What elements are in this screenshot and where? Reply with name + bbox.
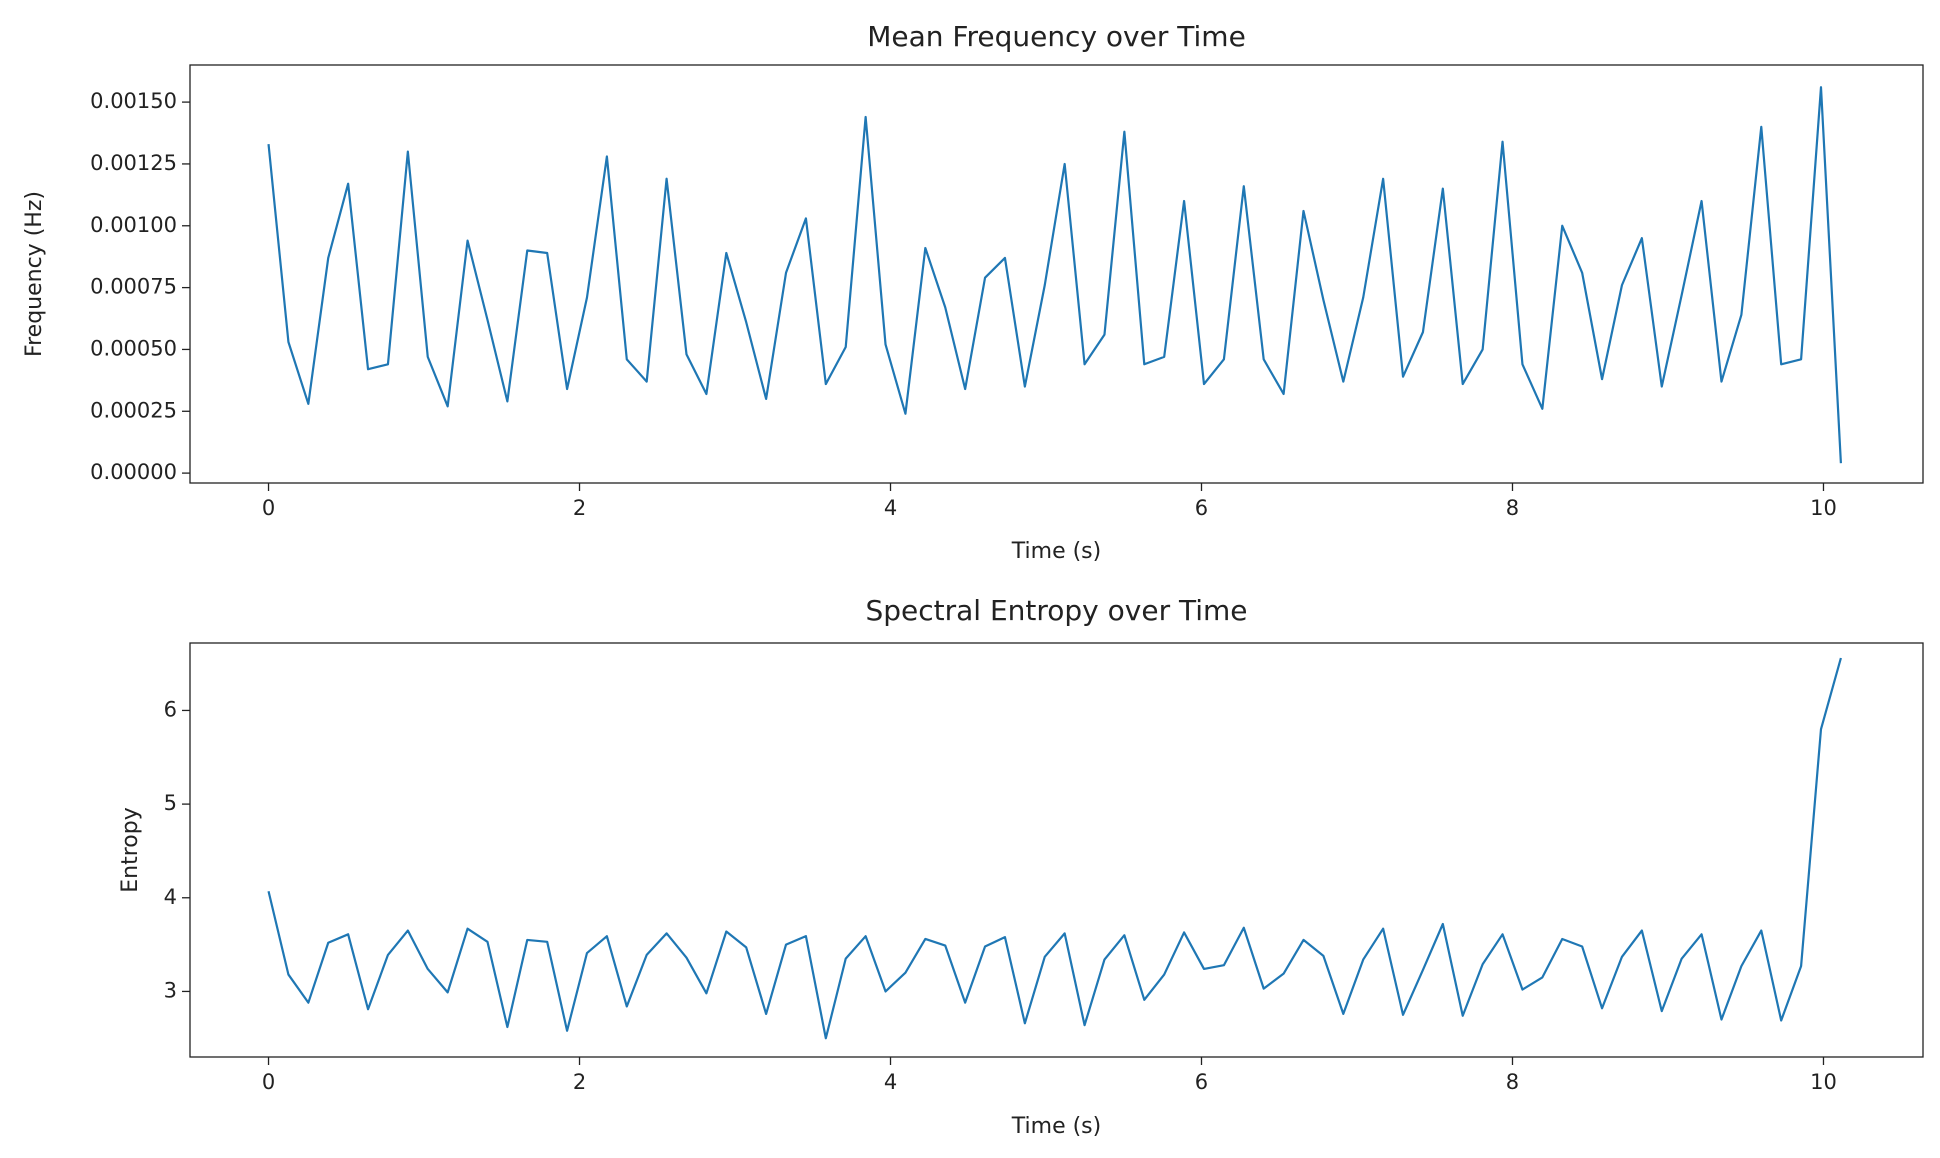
x-tick-label: 10 (1810, 496, 1837, 520)
y-axis-label: Entropy (118, 807, 143, 892)
x-axis-label: Time (s) (1011, 539, 1101, 564)
x-tick-label: 4 (884, 1070, 897, 1094)
data-line (267, 657, 1842, 1040)
y-tick-label: 0.00000 (90, 460, 177, 484)
plot-frame (189, 642, 1924, 1058)
y-tick-label: 0.00075 (90, 275, 177, 299)
y-tick-label: 0.00050 (90, 336, 177, 360)
y-axis-label: Frequency (Hz) (22, 191, 47, 357)
y-tick-label: 0.00100 (90, 213, 177, 237)
y-tick-label: 0.00125 (90, 151, 177, 175)
chart-title: Spectral Entropy over Time (865, 594, 1247, 627)
x-tick-label: 8 (1506, 496, 1519, 520)
x-tick-label: 6 (1195, 496, 1208, 520)
y-tick-label: 4 (164, 885, 177, 909)
x-tick-label: 2 (573, 1070, 586, 1094)
y-tick-label: 5 (164, 791, 177, 815)
data-line (267, 86, 1842, 464)
chart-title: Mean Frequency over Time (867, 20, 1246, 53)
x-tick-label: 6 (1195, 1070, 1208, 1094)
x-tick-label: 0 (262, 1070, 275, 1094)
y-tick-label: 6 (164, 697, 177, 721)
x-tick-label: 8 (1506, 1070, 1519, 1094)
x-tick-label: 10 (1810, 1070, 1837, 1094)
x-axis-label: Time (s) (1011, 1114, 1101, 1139)
plot-frame (189, 64, 1924, 484)
x-tick-label: 4 (884, 496, 897, 520)
x-tick-label: 2 (573, 496, 586, 520)
y-tick-label: 0.00150 (90, 89, 177, 113)
y-tick-label: 0.00025 (90, 398, 177, 422)
x-tick-label: 0 (262, 496, 275, 520)
y-tick-label: 3 (164, 978, 177, 1002)
